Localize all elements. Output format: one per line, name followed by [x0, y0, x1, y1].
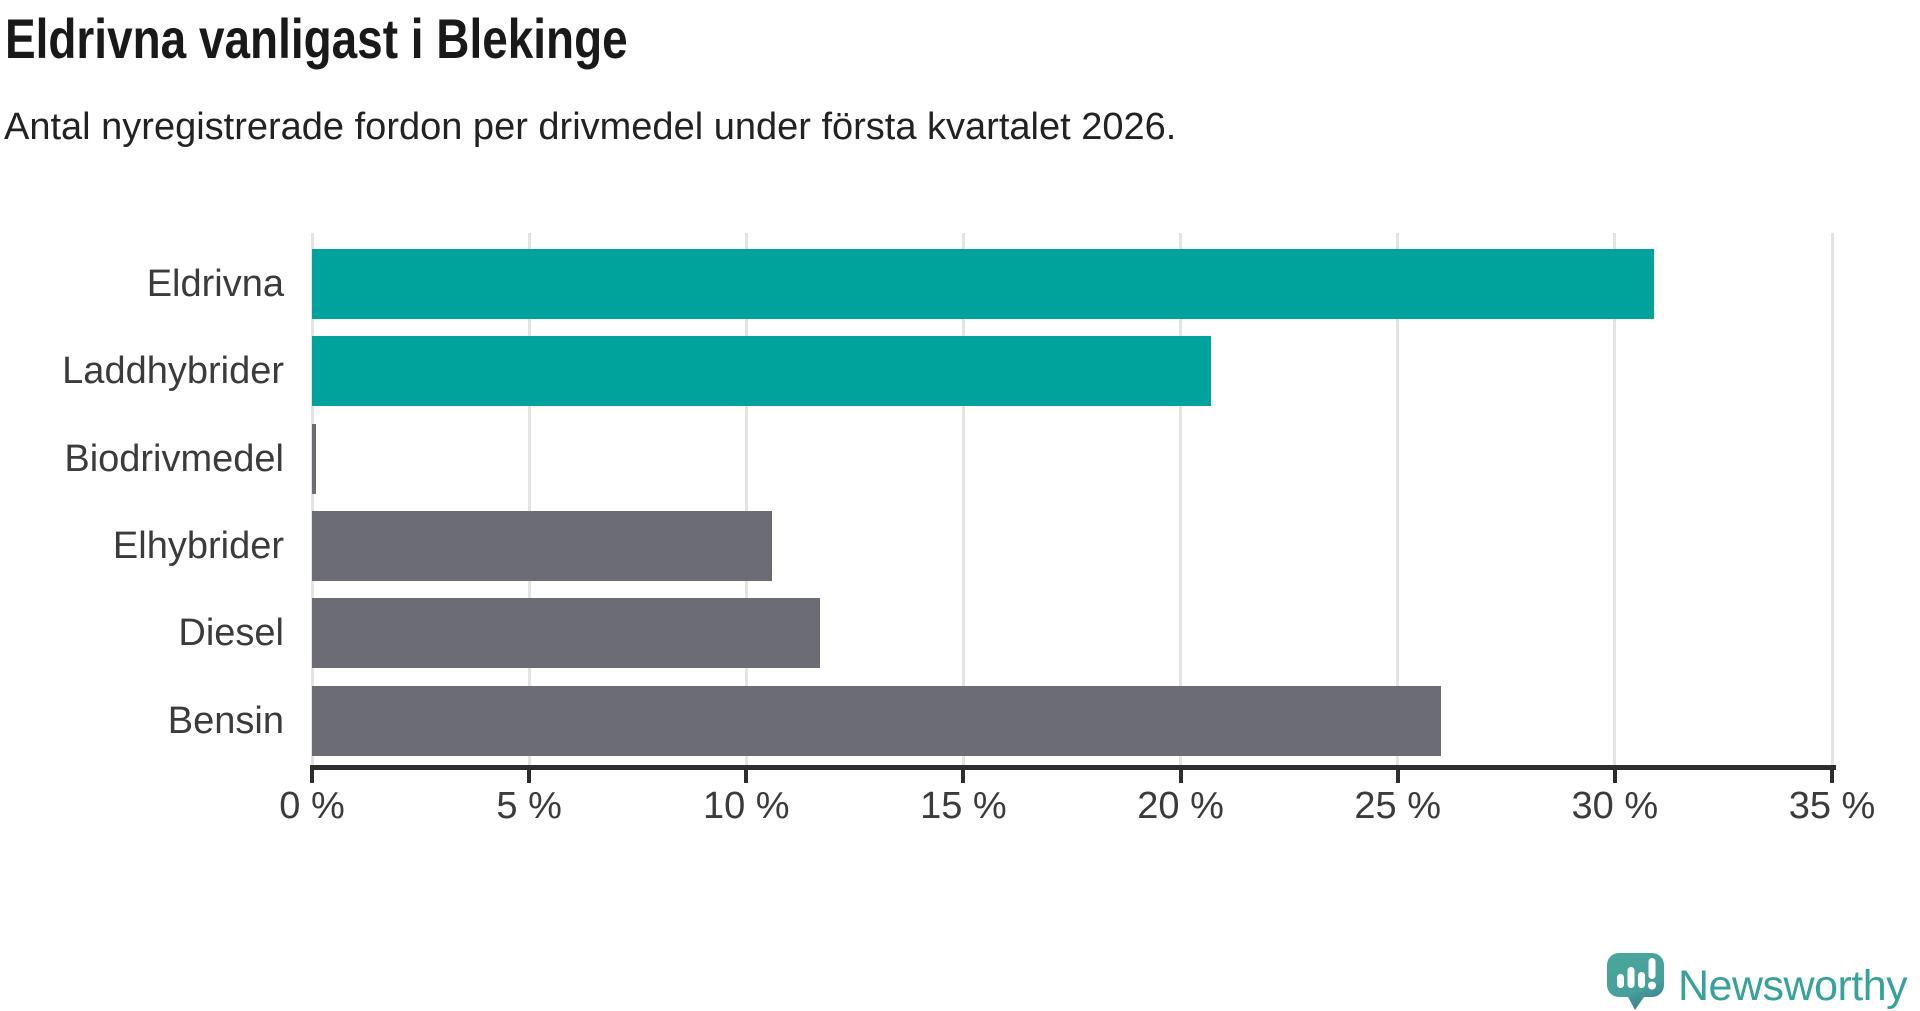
x-axis-tick-15 — [961, 765, 966, 783]
gridline-20-percent — [1179, 233, 1183, 765]
x-axis-tick-0 — [310, 765, 314, 783]
x-axis-tick-20 — [1178, 765, 1183, 783]
bar-diesel — [312, 598, 821, 669]
gridline-0-percent — [310, 233, 314, 765]
category-label-diesel: Diesel — [178, 612, 284, 655]
x-axis-tick-30 — [1612, 765, 1617, 783]
gridline-30-percent — [1613, 233, 1617, 765]
x-axis-tick-label-15: 15 % — [920, 785, 1007, 827]
x-axis-tick-label-30: 30 % — [1571, 785, 1659, 827]
x-axis-tick-35 — [1830, 765, 1834, 783]
x-axis-tick-label-35: 35 % — [1788, 785, 1876, 827]
x-axis-line — [310, 765, 1836, 770]
newsworthy-wordmark: Newsworthy — [1678, 962, 1908, 1010]
chart-title: Eldrivna vanligast i Blekinge — [5, 7, 628, 70]
bar-biodrivmedel — [312, 423, 317, 494]
category-label-bensin: Bensin — [167, 699, 284, 742]
gridline-35-percent — [1830, 233, 1834, 765]
gridline-15-percent — [961, 233, 965, 765]
x-axis-tick-label-5: 5 % — [496, 785, 562, 827]
gridline-25-percent — [1396, 233, 1400, 765]
newsworthy-logo: Newsworthy — [1607, 953, 1908, 1011]
category-label-elhybrider: Elhybrider — [112, 524, 284, 567]
x-axis-tick-label-10: 10 % — [702, 785, 790, 827]
bar-bensin — [312, 685, 1442, 756]
gridline-5-percent — [527, 233, 531, 765]
category-label-eldrivna: Eldrivna — [146, 263, 284, 305]
chart-subtitle: Antal nyregistrerade fordon per drivmede… — [4, 106, 1177, 148]
x-axis-tick-label-25: 25 % — [1354, 785, 1442, 827]
x-axis-tick-label-20: 20 % — [1137, 785, 1224, 827]
x-axis-tick-label-0: 0 % — [279, 785, 345, 827]
category-label-laddhybrider: Laddhybrider — [62, 350, 284, 393]
x-axis-tick-5 — [527, 765, 532, 783]
x-axis-tick-25 — [1395, 765, 1400, 783]
bar-eldrivna — [312, 249, 1654, 319]
newsworthy-badge-bar-chart-icon — [1607, 953, 1664, 1010]
bar-laddhybrider — [312, 336, 1211, 407]
bar-elhybrider — [312, 510, 773, 581]
x-axis-tick-10 — [744, 765, 749, 783]
category-label-biodrivmedel: Biodrivmedel — [64, 437, 284, 480]
gridline-10-percent — [744, 233, 748, 765]
